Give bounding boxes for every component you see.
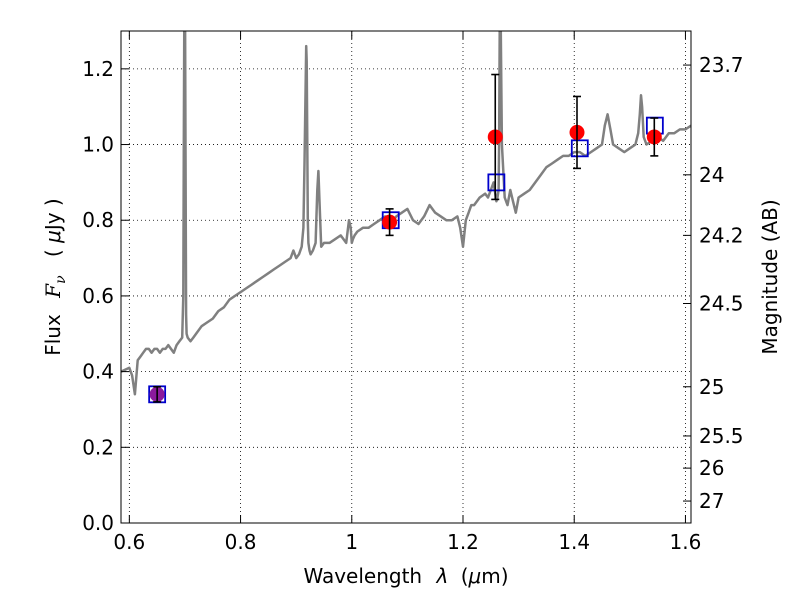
x-tick-label: 1 [345,530,358,554]
y-axis-title-open: ( [41,243,65,257]
x-tick-label: 1.4 [558,530,590,554]
x-axis-title-unit: m) [481,564,508,588]
x-axis-title-lambda: λ [435,564,448,588]
x-tick-label: 0.6 [113,530,145,554]
data-markers [148,73,664,404]
y-axis-title-f: F [41,283,65,299]
model-photometry-square [487,173,506,192]
y-axis-title-nu: ν [53,275,69,284]
y-tick-label: 1.0 [82,133,114,157]
plot-area [121,31,691,396]
right-tick-label: 25 [699,375,724,399]
x-axis-title-mu: μ [468,564,482,588]
x-tick-label: 1.2 [447,530,479,554]
y-axis-title: Flux Fν ( μJy ) [41,198,70,356]
right-tick-label: 25.5 [699,424,744,448]
x-tick-label: 0.8 [225,530,257,554]
x-axis-title: Wavelength λ (μm) [303,564,508,588]
right-tick-label: 24.2 [699,223,744,247]
y-axis-title-mu: μ [41,230,65,244]
model-photometry-square [570,139,589,158]
y-tick-label: 1.2 [82,57,114,81]
x-tick-label: 1.6 [670,530,702,554]
y-tick-label: 0.2 [82,435,114,459]
x-axis-title-text: Wavelength [303,564,422,588]
y-tick-label: 0.4 [82,360,114,384]
y-tick-label: 0.0 [82,511,114,535]
plot-frame [120,30,692,524]
y-tick-label: 0.8 [82,208,114,232]
right-tick-label: 23.7 [699,53,744,77]
ticks: 0.6 0.8 1 1.2 1.4 1.6 0.0 0.2 0.4 0.6 0.8 1.0 1.2 23.… [82,31,744,554]
y-tick-label: 0.6 [82,284,114,308]
right-axis-title: Magnitude (AB) [758,199,782,354]
right-tick-label: 24 [699,163,724,187]
y-axis-title-unit: Jy ) [41,198,65,232]
right-tick-label: 27 [699,489,724,513]
right-tick-label: 24.5 [699,291,744,315]
x-axis-title-open: ( [461,564,469,588]
right-tick-label: 26 [699,456,724,480]
y-axis-title-flux: Flux [41,314,65,356]
model-spectrum-line [121,31,691,396]
